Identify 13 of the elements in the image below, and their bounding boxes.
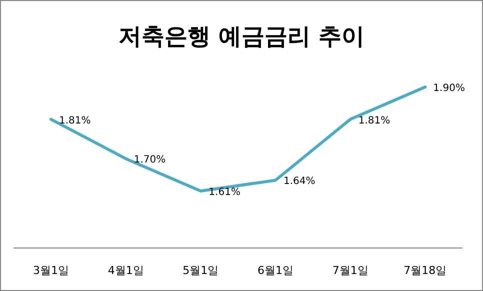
chart-title: 저축은행 예금금리 추이 bbox=[118, 24, 365, 50]
data-label: 1.81% bbox=[59, 115, 91, 126]
x-tick-label: 7월18일 bbox=[404, 264, 447, 277]
data-label: 1.64% bbox=[284, 176, 316, 188]
x-tick-label: 7월1일 bbox=[332, 264, 368, 277]
data-label: 1.81% bbox=[358, 115, 390, 126]
x-tick-label: 3월1일 bbox=[33, 264, 70, 277]
x-tick-label: 6월1일 bbox=[258, 264, 294, 277]
data-label: 1.90% bbox=[433, 83, 465, 94]
x-tick-label: 5월1일 bbox=[182, 264, 219, 277]
x-tick-label: 4월1일 bbox=[108, 264, 144, 277]
data-label: 1.70% bbox=[134, 154, 166, 166]
data-label: 1.61% bbox=[208, 187, 240, 198]
